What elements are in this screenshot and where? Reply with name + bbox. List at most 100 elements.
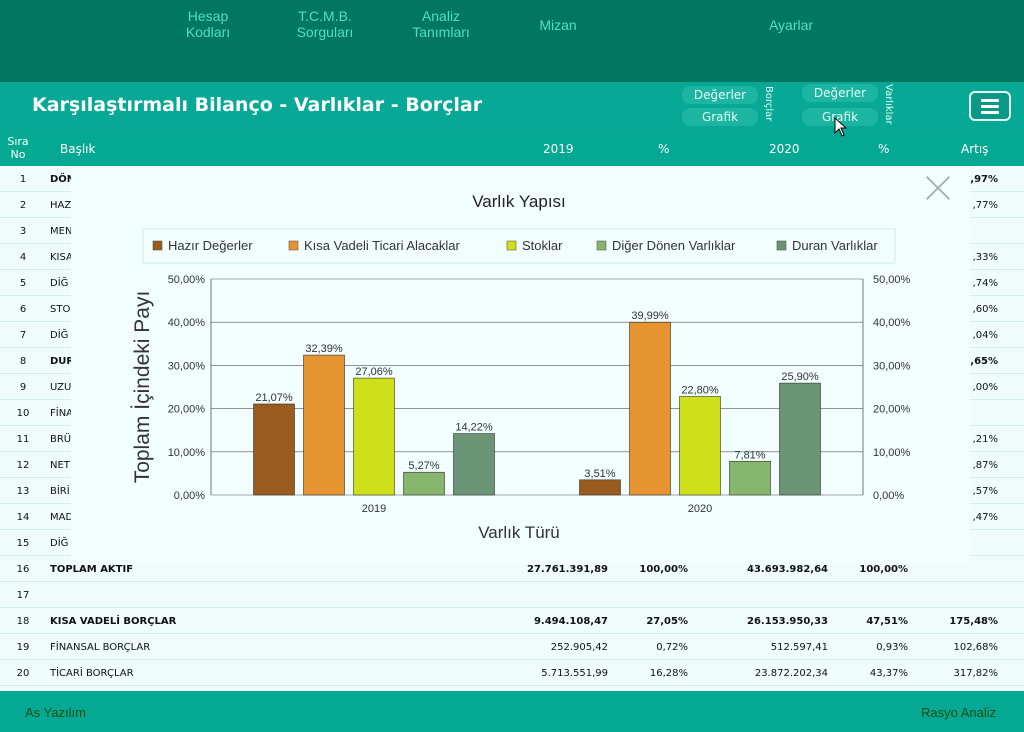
row-title: DİĞ [50,330,68,341]
hamburger-menu-icon[interactable] [969,91,1011,121]
footer: As Yazılım Rasyo Analiz [0,691,1024,732]
row-title: DİĞ [50,538,68,549]
row-percent-2020: 43,37% [870,668,908,679]
varliklar-values-button[interactable]: Değerler [802,84,878,102]
bar-value-label: 25,90% [781,371,819,383]
bar [730,461,771,495]
row-title: MEN [50,226,72,237]
row-artis: ,65% [970,356,998,367]
bar [404,472,445,495]
y2-tick-label: 0,00% [873,490,904,502]
row-number: 20 [12,668,34,679]
bar [304,355,345,495]
row-number: 19 [12,642,34,653]
row-artis: ,97% [970,174,998,185]
nav-mizan[interactable]: Mizan [532,17,584,33]
table-row[interactable]: 17 [0,582,1024,608]
footer-product: Rasyo Analiz [921,705,996,720]
page-header: Karşılaştırmalı Bilanço - Varlıklar - Bo… [0,82,1024,132]
legend-swatch [507,241,516,250]
row-artis: ,57% [973,486,998,497]
row-number: 8 [12,356,34,367]
row-artis: ,04% [973,330,998,341]
row-percent-2019: 16,28% [650,668,688,679]
row-number: 10 [12,408,34,419]
row-artis: ,33% [973,252,998,263]
row-title: FİNANSAL BORÇLAR [50,642,150,653]
legend-swatch [153,241,162,250]
y-tick-label: 10,00% [168,447,206,459]
row-title: TİCARİ BORÇLAR [50,668,134,679]
y-tick-label: 40,00% [168,317,206,329]
row-title: KISA [50,252,73,263]
row-title: MAD [50,512,73,523]
y-tick-label: 50,00% [168,274,206,286]
row-number: 12 [12,460,34,471]
row-percent-2020: 47,51% [866,616,908,627]
bar-value-label: 32,39% [305,343,343,355]
bar-value-label: 27,06% [355,366,393,378]
col-2020: 2020 [769,142,800,156]
row-artis: 175,48% [949,616,998,627]
col-2019: 2019 [543,142,574,156]
row-artis: ,21% [973,434,998,445]
borclar-chart-button[interactable]: Grafik [682,108,758,126]
y2-tick-label: 10,00% [873,447,911,459]
bar-value-label: 14,22% [455,422,493,434]
row-title: TOPLAM AKTİF [50,564,133,575]
legend-label: Duran Varlıklar [792,238,878,253]
legend-label: Hazır Değerler [168,238,253,253]
bar-value-label: 22,80% [681,385,719,397]
col-artis: Artış [961,142,988,156]
row-percent-2020: 100,00% [859,564,908,575]
x-tick-label: 2019 [362,503,386,515]
nav-tcmb-sorgulari[interactable]: T.C.M.B. Sorguları [287,8,363,40]
bar [354,378,395,495]
bar-value-label: 21,07% [255,392,293,404]
row-percent-2019: 0,72% [656,642,688,653]
bar [680,397,721,495]
row-value-2020: 26.153.950,33 [747,616,828,627]
y2-tick-label: 50,00% [873,274,911,286]
row-number: 3 [12,226,34,237]
y2-tick-label: 30,00% [873,360,911,372]
row-artis: ,74% [973,278,998,289]
row-percent-2019: 100,00% [639,564,688,575]
bar [454,434,495,495]
x-tick-label: 2020 [688,503,712,515]
col-2019-percent: % [658,142,669,156]
col-baslik: Başlık [60,142,95,156]
row-number: 5 [12,278,34,289]
bar [254,404,295,495]
close-icon[interactable] [925,175,951,201]
y-tick-label: 20,00% [168,404,206,416]
row-artis: ,60% [973,304,998,315]
row-number: 7 [12,330,34,341]
bar [580,480,621,495]
row-value-2019: 27.761.391,89 [527,564,608,575]
row-number: 17 [12,590,34,601]
legend-swatch [777,241,786,250]
col-sira-no: Sıra No [4,135,32,161]
nav-ayarlar[interactable]: Ayarlar [760,17,822,33]
row-value-2019: 9.494.108,47 [534,616,608,627]
row-artis: 317,82% [954,668,999,679]
legend-swatch [289,241,298,250]
bar-value-label: 5,27% [408,460,439,472]
row-value-2019: 252.905,42 [551,642,608,653]
table-row[interactable]: 18 KISA VADELİ BORÇLAR 9.494.108,47 27,05% 2… [0,608,1024,634]
row-title: UZU [50,382,71,393]
legend-label: Stoklar [522,238,563,253]
nav-hesap-kodlari[interactable]: Hesap Kodları [178,8,238,40]
bar [630,322,671,495]
table-row[interactable]: 20 TİCARİ BORÇLAR 5.713.551,99 16,28% 23.872… [0,660,1024,686]
borclar-values-button[interactable]: Değerler [682,86,758,104]
x-axis-label: Varlık Türü [478,523,560,542]
row-artis: ,47% [973,512,998,523]
row-title: NET [50,460,70,471]
table-row[interactable]: 19 FİNANSAL BORÇLAR 252.905,42 0,72% 512.597… [0,634,1024,660]
row-percent-2019: 27,05% [646,616,688,627]
legend-swatch [597,241,606,250]
row-title: FİNA [50,408,73,419]
nav-analiz-tanimlari[interactable]: Analiz Tanımları [404,8,478,40]
